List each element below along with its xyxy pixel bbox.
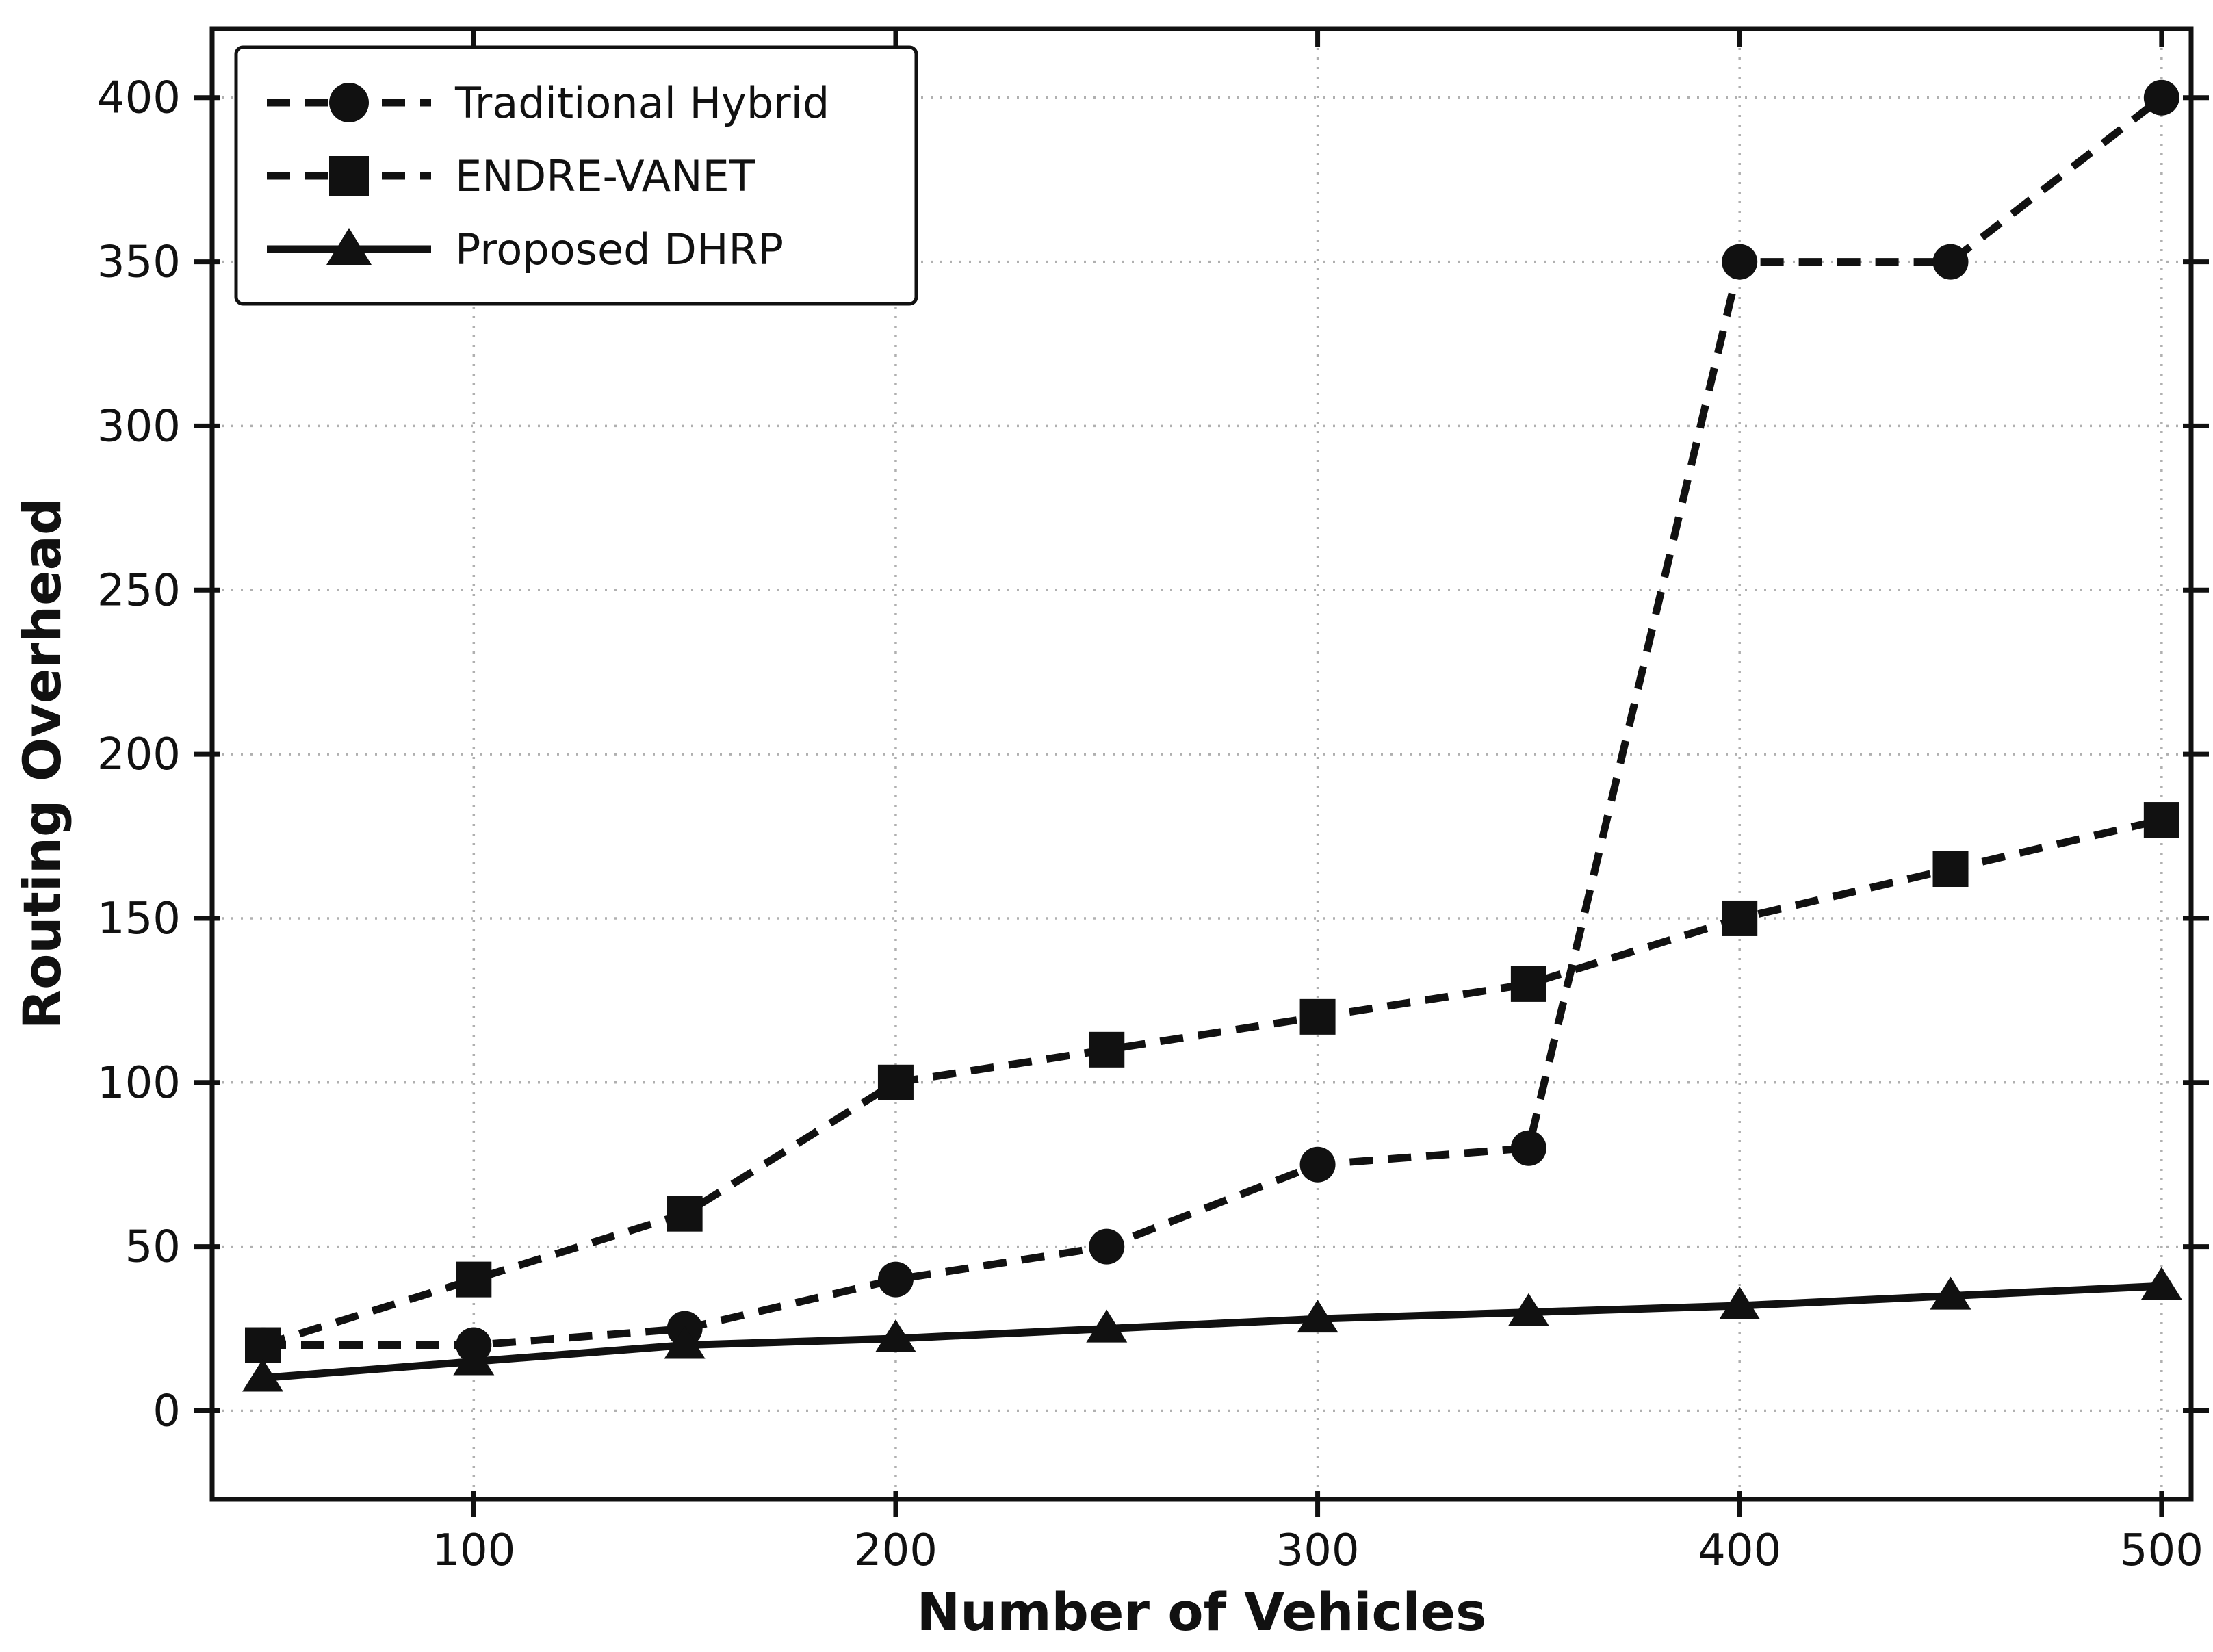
data-point-marker-square [1089, 1031, 1125, 1068]
series-line [262, 1282, 2162, 1382]
data-point-marker-triangle [875, 1319, 916, 1352]
x-tick-label: 200 [854, 1525, 937, 1576]
legend-label: Traditional Hybrid [454, 78, 829, 128]
x-axis-label: Number of Vehicles [917, 1582, 1487, 1642]
y-tick-label: 200 [97, 730, 181, 780]
data-point-marker-circle [877, 1261, 914, 1298]
data-point-marker-circle [2143, 79, 2179, 116]
y-tick-label: 250 [97, 565, 181, 616]
plot-frame [209, 26, 2194, 1502]
data-point-marker-square [1722, 900, 1758, 936]
data-point-marker-triangle [1719, 1286, 1761, 1319]
x-tick-label: 400 [1698, 1525, 1781, 1576]
series-triangle [242, 1267, 2182, 1392]
y-tick-label: 400 [97, 73, 181, 124]
data-point-marker-square [1299, 998, 1336, 1035]
y-tick-label: 100 [97, 1058, 181, 1109]
data-point-marker-triangle [2140, 1267, 2182, 1300]
data-point-marker-square [1932, 851, 1969, 887]
data-point-marker-triangle [1930, 1276, 1971, 1310]
data-point-marker-triangle [1507, 1293, 1549, 1326]
series-line [261, 816, 2163, 1349]
y-tick-label: 150 [97, 894, 181, 944]
data-point-marker-circle [1299, 1146, 1336, 1183]
data-point-marker-circle [329, 83, 369, 122]
legend-entry: ENDRE-VANET [267, 151, 756, 201]
data-point-marker-triangle [664, 1326, 706, 1359]
x-tick-label: 300 [1276, 1525, 1359, 1576]
data-point-marker-square [456, 1261, 492, 1298]
data-point-marker-square [1510, 966, 1546, 1002]
data-point-marker-square [667, 1196, 703, 1232]
data-point-marker-triangle [326, 228, 372, 265]
data-point-marker-triangle [242, 1358, 283, 1392]
data-point-marker-circle [1722, 244, 1758, 280]
data-point-marker-triangle [1086, 1309, 1128, 1343]
data-point-marker-circle [1932, 244, 1969, 280]
series-layer [242, 79, 2182, 1392]
series-line [262, 94, 2164, 1350]
y-axis-label: Routing Overhead [12, 498, 73, 1030]
data-point-marker-square [2143, 802, 2179, 838]
y-tick-label: 300 [97, 401, 181, 452]
axes-layer: 0 50 100 150 200 250 300 350 400 100 200 300 400 500 [97, 26, 2209, 1576]
series-square [244, 802, 2179, 1363]
legend: Traditional Hybrid ENDRE-VANET Proposed DH… [234, 45, 918, 306]
data-point-marker-triangle [1297, 1300, 1338, 1333]
y-tick-label: 50 [125, 1222, 181, 1273]
legend-label: ENDRE-VANET [455, 151, 756, 201]
x-tick-label: 500 [2120, 1525, 2203, 1576]
data-point-marker-square [244, 1327, 281, 1363]
grid-layer [212, 29, 2191, 1499]
y-tick-label: 350 [97, 237, 181, 288]
legend-entry: Traditional Hybrid [267, 78, 829, 128]
legend-label: Proposed DHRP [455, 224, 784, 274]
data-point-marker-square [329, 156, 369, 196]
data-point-marker-circle [1089, 1228, 1125, 1265]
x-tick-label: 100 [432, 1525, 515, 1576]
y-tick-label: 0 [153, 1386, 181, 1436]
data-point-marker-circle [1510, 1130, 1546, 1166]
legend-box [234, 45, 918, 306]
data-point-marker-square [877, 1064, 914, 1100]
data-point-marker-triangle [453, 1342, 495, 1376]
legend-entry: Proposed DHRP [267, 224, 784, 274]
